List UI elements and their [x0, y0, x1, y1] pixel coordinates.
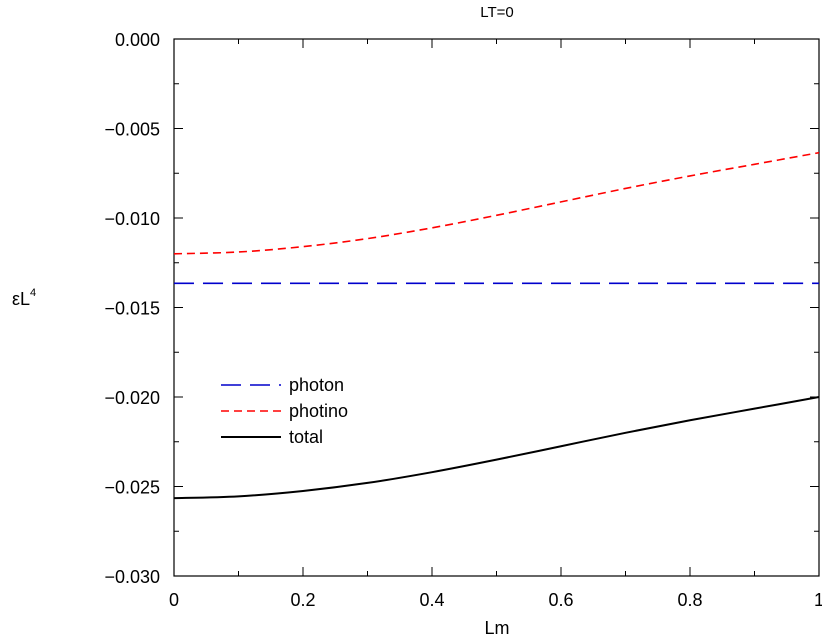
y-tick-label: −0.030 — [104, 567, 160, 587]
x-tick-label: 0.2 — [290, 590, 315, 610]
legend: photon photino total — [221, 375, 348, 447]
x-tick-label: 0.4 — [419, 590, 444, 610]
y-axis-label-superscript: 4 — [30, 287, 36, 299]
x-tick-label: 0 — [169, 590, 179, 610]
y-tick-label: 0.000 — [115, 30, 160, 50]
y-tick-label: −0.025 — [104, 478, 160, 498]
x-tick-label: 0.8 — [677, 590, 702, 610]
y-axis: 0.000 −0.005 −0.010 −0.015 −0.020 −0.025 −0.03… — [104, 30, 819, 587]
legend-label-photino: photino — [289, 401, 348, 421]
y-axis-label-main: εL — [12, 289, 30, 309]
series-line-total — [173, 396, 820, 500]
plot-frame — [173, 38, 820, 577]
series-line-photino — [173, 151, 820, 255]
y-tick-label: −0.010 — [104, 209, 160, 229]
chart-title: LT=0 — [480, 4, 514, 21]
x-tick-label: 1 — [814, 590, 822, 610]
y-tick-label: −0.020 — [104, 388, 160, 408]
series-lines — [173, 151, 820, 500]
x-axis: 0 0.2 0.4 0.6 0.8 1 — [169, 39, 822, 610]
legend-label-photon: photon — [289, 375, 344, 395]
x-axis-label: Lm — [484, 618, 509, 638]
legend-label-total: total — [289, 427, 323, 447]
y-tick-label: −0.015 — [104, 299, 160, 319]
x-tick-label: 0.6 — [548, 590, 573, 610]
y-tick-label: −0.005 — [104, 120, 160, 140]
y-axis-label: εL4 — [12, 287, 36, 309]
plot-border — [173, 38, 820, 577]
